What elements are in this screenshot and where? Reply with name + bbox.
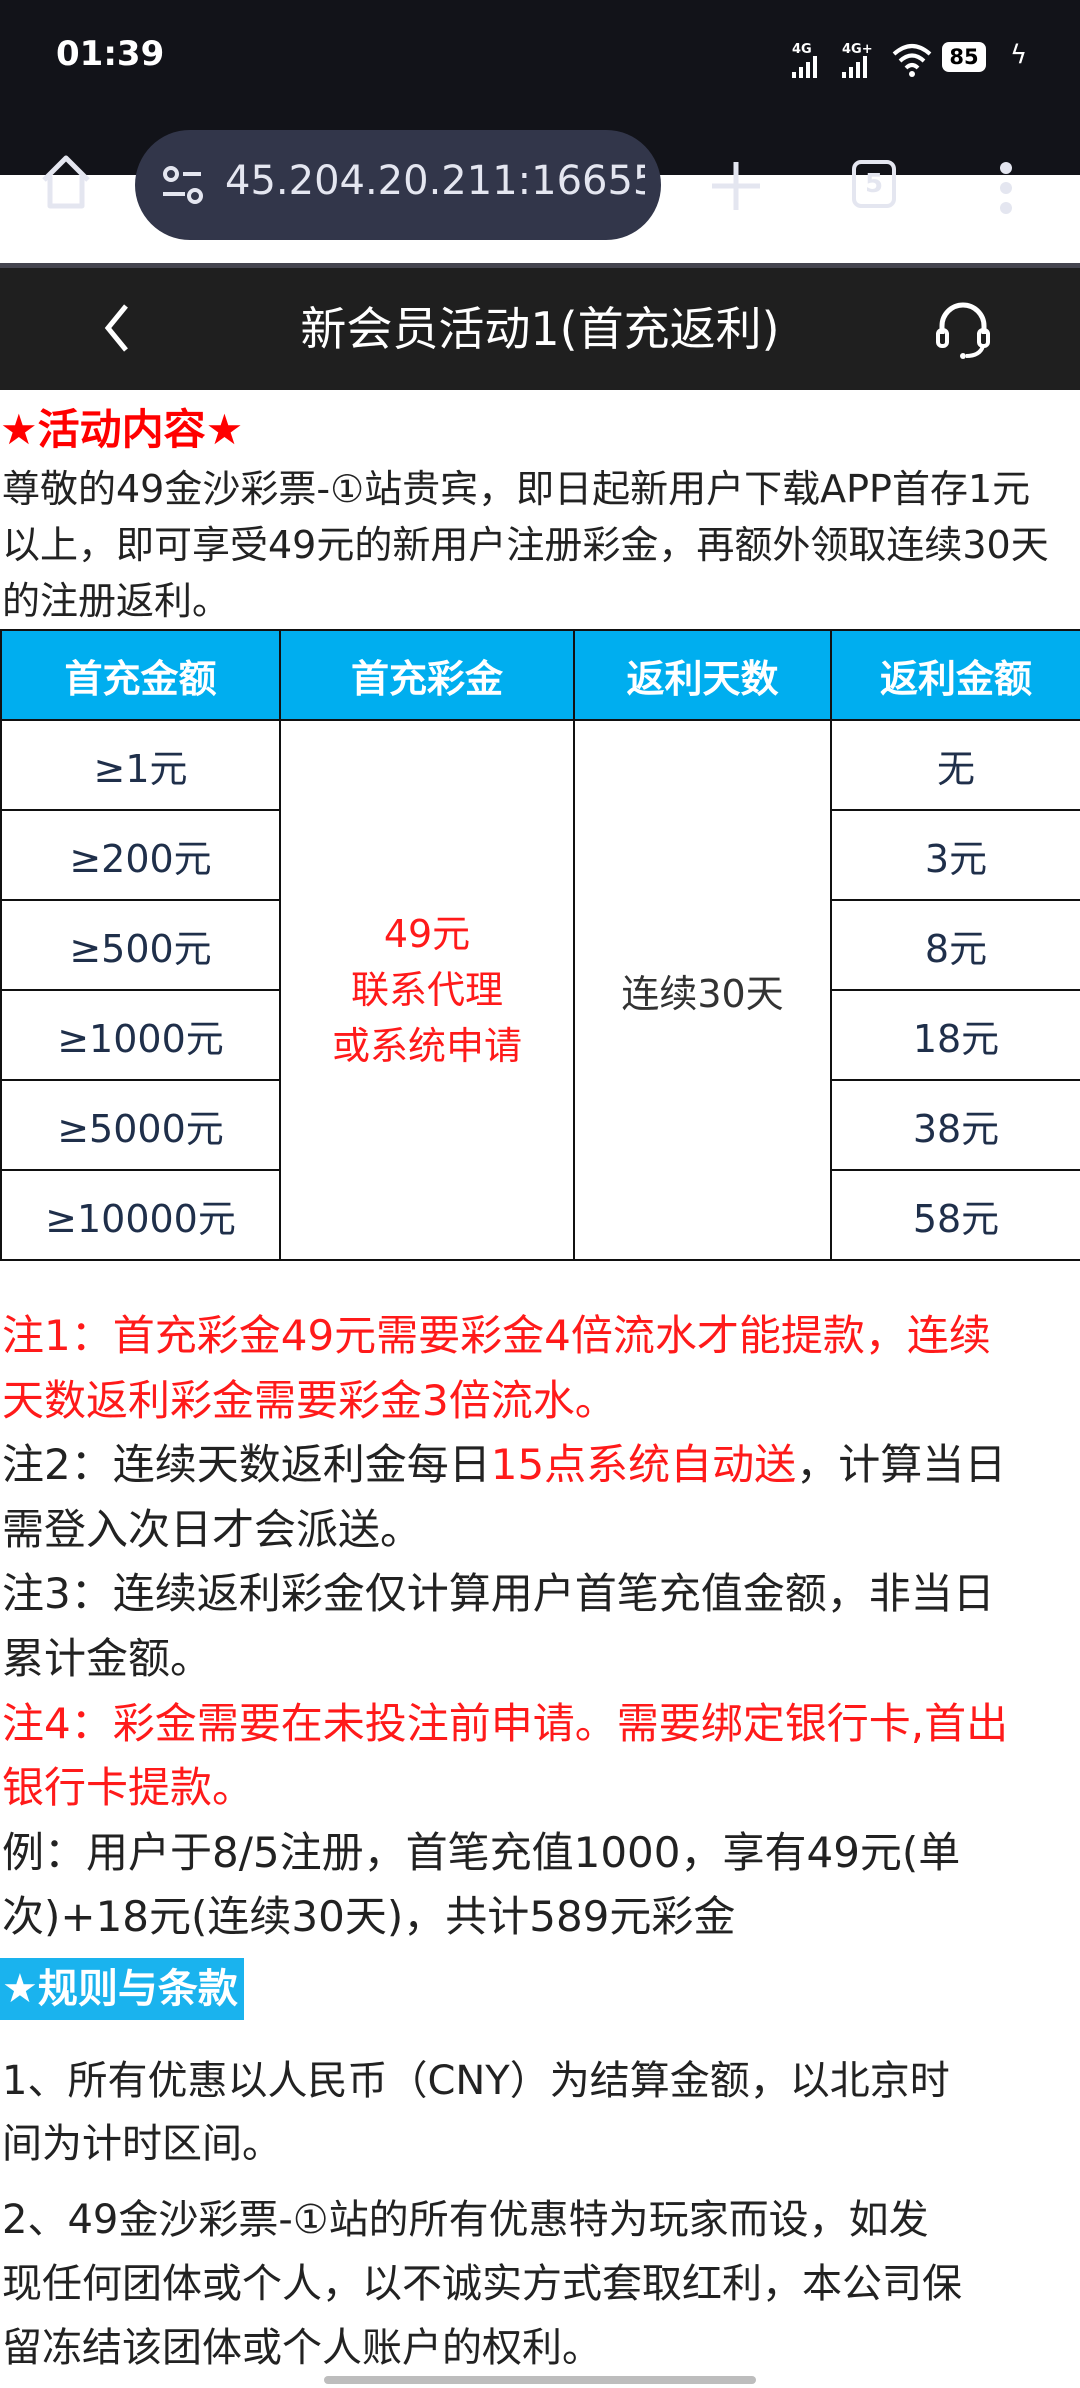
rebate-cell: 38元 xyxy=(830,1079,1080,1171)
note-text: 次)+18元(连续30天)，共计589元彩金 xyxy=(2,1892,736,1942)
rebate-cell: 18元 xyxy=(830,989,1080,1081)
header-rebate: 返利金额 xyxy=(830,629,1080,721)
note-text: ，计算当日 xyxy=(796,1440,1007,1490)
charging-icon: ϟ xyxy=(1010,40,1028,70)
deposit-cell: ≥5000元 xyxy=(0,1079,281,1171)
note-text: 例：用户于8/5注册，首笔充值1000，享有49元(单 xyxy=(2,1827,961,1877)
divider xyxy=(0,263,1080,268)
rebate-cell: 3元 xyxy=(830,809,1080,901)
note-text: 注3：连续返利彩金仅计算用户首笔充值金额，非当日 xyxy=(2,1569,995,1619)
tabs-button[interactable]: 5 xyxy=(852,160,896,208)
highlight-text: 注1：首充彩金49元需要彩金4倍流水才能提款，连续 xyxy=(2,1311,991,1360)
table-row: ≥10000元 58元 xyxy=(0,1169,1080,1261)
header-deposit: 首充金额 xyxy=(0,629,281,721)
network-label-1: 4G xyxy=(792,42,812,57)
table-row: ≥500元 8元 xyxy=(0,899,1080,991)
table-row: ≥1000元 18元 xyxy=(0,989,1080,1081)
gesture-bar[interactable] xyxy=(324,2376,756,2384)
note-text: 注2：连续天数返利金每日 xyxy=(2,1440,491,1490)
signal-icon xyxy=(792,56,817,78)
plus-icon[interactable] xyxy=(708,158,764,214)
app-header: 新会员活动1(首充返利) xyxy=(0,268,1080,390)
site-settings-icon[interactable] xyxy=(159,162,205,208)
signal-icon-2 xyxy=(842,56,867,78)
intro-line: 的注册返利。 xyxy=(2,579,231,623)
note-line: 银行卡提款。 xyxy=(2,1754,254,1815)
battery-icon: 85 xyxy=(942,42,986,72)
intro-line: 尊敬的49金沙彩票-①站贵宾，即日起新用户下载APP首存1元 xyxy=(2,467,1031,511)
rule-line: 留冻结该团体或个人账户的权利。 xyxy=(2,2325,602,2371)
note-text: 需登入次日才会派送。 xyxy=(2,1504,423,1554)
section-heading-activity: ★活动内容★ xyxy=(0,405,244,454)
rule-line: 间为计时区间。 xyxy=(2,2121,282,2167)
note-line: 需登入次日才会派送。 xyxy=(2,1496,422,1557)
note-line: 注4：彩金需要在未投注前申请。需要绑定银行卡,首出 xyxy=(2,1690,1008,1751)
bonus-cell: 49元 联系代理 或系统申请 xyxy=(279,719,575,1261)
wifi-icon xyxy=(892,44,932,77)
bonus-note: 或系统申请 xyxy=(331,1024,522,1068)
rebate-cell: 8元 xyxy=(830,899,1080,991)
chevron-left-icon[interactable] xyxy=(98,298,134,358)
highlight-text: 天数返利彩金需要彩金3倍流水。 xyxy=(2,1375,617,1425)
note-line: 天数返利彩金需要彩金3倍流水。 xyxy=(2,1367,617,1428)
url-text[interactable]: 45.204.20.211:16655/ xyxy=(225,158,645,204)
deposit-cell: ≥200元 xyxy=(0,809,281,901)
note-line: 次)+18元(连续30天)，共计589元彩金 xyxy=(2,1883,735,1944)
rule-line: 现任何团体或个人，以不诚实方式套取红利，本公司保 xyxy=(2,2261,962,2307)
headset-icon[interactable] xyxy=(932,298,994,360)
note-line: 例：用户于8/5注册，首笔充值1000，享有49元(单 xyxy=(2,1819,960,1880)
bonus-note: 联系代理 xyxy=(350,968,503,1012)
intro-line: 以上，即可享受49元的新用户注册彩金，再额外领取连续30天 xyxy=(2,523,1049,567)
rebate-cell: 58元 xyxy=(830,1169,1080,1261)
deposit-cell: ≥1元 xyxy=(0,719,281,811)
highlight-text: 注4：彩金需要在未投注前申请。需要绑定银行卡,首出 xyxy=(2,1698,1009,1748)
table-row: ≥5000元 38元 xyxy=(0,1079,1080,1171)
highlight-text: 15点系统自动送 xyxy=(490,1440,797,1490)
status-bar: 01:39 4G 4G+ 85 ϟ 45.204.20.211:16655/ 5 xyxy=(0,0,1080,240)
home-icon[interactable] xyxy=(38,152,94,212)
deposit-cell: ≥10000元 xyxy=(0,1169,281,1261)
note-line: 注3：连续返利彩金仅计算用户首笔充值金额，非当日 xyxy=(2,1560,995,1621)
rebate-cell: 无 xyxy=(830,719,1080,811)
table-row: ≥200元 3元 xyxy=(0,809,1080,901)
rule-line: 2、49金沙彩票-①站的所有优惠特为玩家而设，如发 xyxy=(2,2197,929,2243)
table-header-row: 首充金额 首充彩金 返利天数 返利金额 xyxy=(0,629,1080,721)
section-heading-rules: ★规则与条款 xyxy=(0,1958,244,2020)
highlight-text: 银行卡提款。 xyxy=(2,1763,255,1813)
header-bonus: 首充彩金 xyxy=(279,629,575,721)
deposit-cell: ≥500元 xyxy=(0,899,281,991)
deposit-cell: ≥1000元 xyxy=(0,989,281,1081)
status-time: 01:39 xyxy=(56,34,165,74)
note-text: 累计金额。 xyxy=(2,1634,213,1683)
url-bar[interactable]: 45.204.20.211:16655/ xyxy=(135,130,661,240)
header-days: 返利天数 xyxy=(573,629,832,721)
network-label-2: 4G+ xyxy=(842,42,873,57)
note-line: 累计金额。 xyxy=(2,1625,212,1686)
days-cell: 连续30天 xyxy=(573,719,832,1261)
table-row: ≥1元 49元 联系代理 或系统申请 连续30天 无 xyxy=(0,719,1080,1261)
page-title: 新会员活动1(首充返利) xyxy=(300,302,780,356)
note-line: 注2：连续天数返利金每日15点系统自动送，计算当日 xyxy=(2,1431,1006,1492)
more-vert-icon[interactable] xyxy=(994,160,1018,216)
rule-line: 1、所有优惠以人民币（CNY）为结算金额，以北京时 xyxy=(2,2058,950,2104)
rebate-table: 首充金额 首充彩金 返利天数 返利金额 ≥1元 49元 联系代理 或系统申请 连… xyxy=(0,629,1080,1261)
note-line: 注1：首充彩金49元需要彩金4倍流水才能提款，连续 xyxy=(2,1302,991,1363)
bonus-amount: 49元 xyxy=(383,912,471,956)
